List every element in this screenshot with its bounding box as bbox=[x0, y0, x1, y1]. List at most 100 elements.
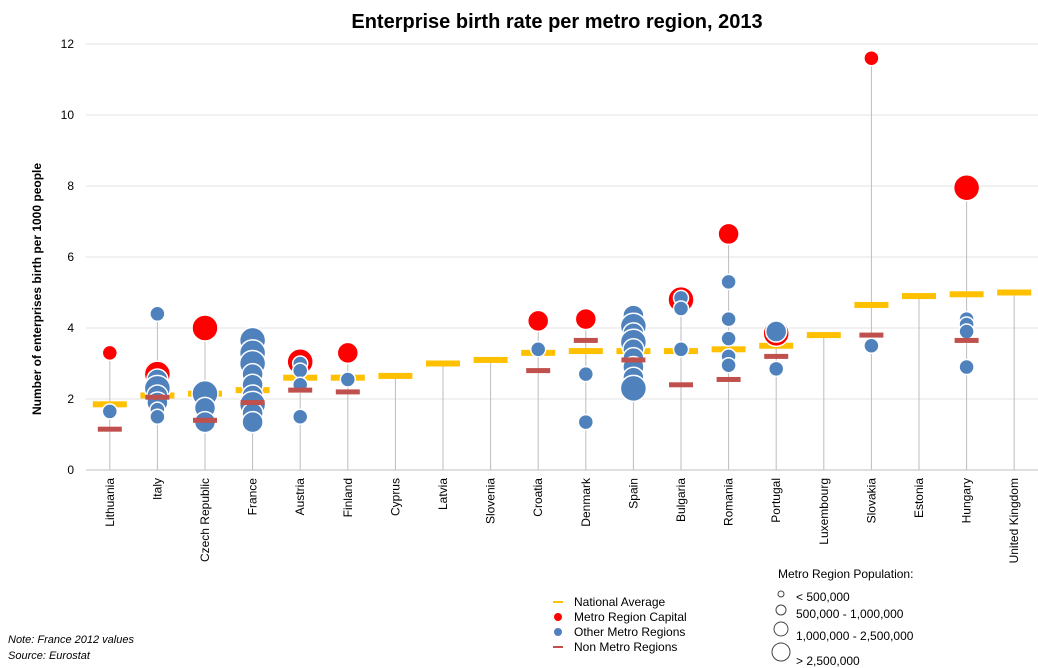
size-legend-item-1: < 500,000 bbox=[796, 590, 850, 604]
capital-point bbox=[952, 174, 981, 202]
x-tick-label: Romania bbox=[722, 478, 736, 526]
y-tick-label: 0 bbox=[67, 463, 74, 477]
capital-point bbox=[336, 341, 360, 365]
x-tick-label: Slovenia bbox=[484, 478, 498, 524]
other-metro-point bbox=[577, 365, 595, 383]
x-tick-label: Bulgaria bbox=[674, 478, 688, 522]
size-legend-item-4: > 2,500,000 bbox=[796, 654, 860, 668]
x-tick-label: Cyprus bbox=[388, 478, 402, 516]
size-legend: Metro Region Population: < 500,000 500,0… bbox=[771, 567, 914, 668]
x-tick-label: Luxembourg bbox=[817, 478, 831, 545]
non-metro-mark bbox=[335, 389, 360, 395]
other-metro-point bbox=[720, 273, 737, 291]
other-metro-point bbox=[672, 300, 690, 317]
other-metro-point bbox=[672, 341, 690, 358]
x-tick-label: Slovakia bbox=[864, 478, 878, 524]
capital-point bbox=[101, 344, 119, 362]
national-average-mark bbox=[854, 301, 889, 308]
capital-point bbox=[191, 314, 219, 342]
non-metro-mark bbox=[859, 332, 884, 338]
other-metro-point bbox=[291, 362, 309, 379]
x-tick-label: Spain bbox=[626, 478, 640, 509]
capital-point bbox=[717, 222, 740, 246]
non-metro-mark bbox=[764, 353, 789, 359]
non-metro-mark bbox=[97, 426, 122, 432]
x-tick-label: France bbox=[246, 478, 260, 516]
non-metro-mark bbox=[526, 368, 551, 374]
x-tick-label: Finland bbox=[341, 478, 355, 517]
other-metro-point bbox=[291, 408, 309, 425]
legend-national-average-label: National Average bbox=[574, 595, 666, 609]
series-legend: National Average Metro Region Capital Ot… bbox=[553, 595, 687, 654]
other-metro-point bbox=[720, 310, 737, 328]
other-metro-point bbox=[529, 341, 547, 358]
y-tick-label: 2 bbox=[67, 392, 74, 406]
national-average-mark bbox=[568, 348, 603, 355]
x-tick-label: Latvia bbox=[436, 478, 450, 510]
x-tick-label: Estonia bbox=[912, 478, 926, 518]
non-metro-mark bbox=[621, 357, 646, 363]
x-tick-label: Czech Republic bbox=[198, 478, 212, 562]
capital-point bbox=[526, 309, 550, 333]
national-average-mark bbox=[806, 332, 841, 339]
x-tick-label: Italy bbox=[150, 478, 164, 500]
other-metro-point bbox=[720, 357, 737, 374]
other-metro-point bbox=[767, 360, 785, 378]
legend-capital-swatch bbox=[554, 613, 562, 621]
legend-national-average-swatch bbox=[553, 601, 563, 603]
national-average-mark bbox=[378, 372, 413, 379]
y-tick-label: 8 bbox=[67, 179, 74, 193]
other-metro-point bbox=[619, 374, 648, 403]
other-metro-point bbox=[863, 337, 880, 354]
chart-title: Enterprise birth rate per metro region, … bbox=[351, 11, 762, 33]
other-metro-point bbox=[958, 323, 975, 340]
y-tick-label: 6 bbox=[67, 250, 74, 264]
footnote-note: Note: France 2012 values bbox=[8, 634, 134, 646]
other-metro-point bbox=[958, 358, 975, 376]
footnote-source: Source: Eurostat bbox=[8, 650, 91, 662]
capital-point bbox=[574, 307, 598, 331]
y-tick-label: 12 bbox=[61, 37, 75, 51]
non-metro-mark bbox=[573, 337, 598, 343]
other-metro-point bbox=[101, 403, 119, 420]
non-metro-mark bbox=[145, 394, 170, 400]
size-legend-item-3: 1,000,000 - 2,500,000 bbox=[796, 629, 914, 643]
other-metro-point bbox=[149, 408, 166, 425]
legend-other-metro-label: Other Metro Regions bbox=[574, 625, 685, 639]
y-axis-label: Number of enterprises birth per 1000 peo… bbox=[30, 163, 44, 415]
national-average-mark bbox=[426, 360, 460, 367]
x-tick-labels: Lithuania Italy Czech Republic France Austri… bbox=[103, 477, 1021, 563]
other-metro-point bbox=[339, 371, 357, 388]
non-metro-mark bbox=[288, 387, 313, 393]
size-legend-circle-small bbox=[777, 590, 785, 598]
other-metro-point bbox=[149, 305, 166, 323]
legend-other-metro-swatch bbox=[554, 628, 562, 636]
size-legend-item-2: 500,000 - 1,000,000 bbox=[796, 607, 904, 621]
y-tick-label: 4 bbox=[67, 321, 74, 335]
other-metro-point bbox=[764, 320, 788, 343]
other-metro-point bbox=[720, 330, 737, 347]
other-metro-point bbox=[577, 413, 595, 431]
size-legend-circle-large bbox=[773, 621, 789, 637]
non-metro-mark bbox=[954, 337, 979, 343]
x-tick-label: Croatia bbox=[531, 478, 545, 517]
legend-non-metro-swatch bbox=[553, 646, 563, 648]
other-metro-point bbox=[241, 410, 264, 434]
national-average-mark bbox=[949, 291, 984, 298]
x-tick-label: Hungary bbox=[960, 478, 974, 523]
x-tick-label: United Kingdom bbox=[1007, 478, 1021, 563]
capital-point bbox=[863, 49, 880, 67]
data-marks bbox=[92, 49, 1032, 434]
x-tick-label: Denmark bbox=[579, 477, 593, 527]
gridlines bbox=[86, 43, 1038, 471]
national-average-mark bbox=[902, 293, 936, 300]
size-legend-circle-medium bbox=[775, 604, 787, 616]
size-legend-title: Metro Region Population: bbox=[778, 567, 913, 581]
x-tick-label: Portugal bbox=[769, 478, 783, 523]
non-metro-mark bbox=[240, 400, 265, 406]
size-legend-circle-xlarge bbox=[771, 642, 791, 662]
national-average-mark bbox=[473, 356, 508, 363]
non-metro-mark bbox=[716, 376, 741, 382]
legend-non-metro-label: Non Metro Regions bbox=[574, 640, 677, 654]
